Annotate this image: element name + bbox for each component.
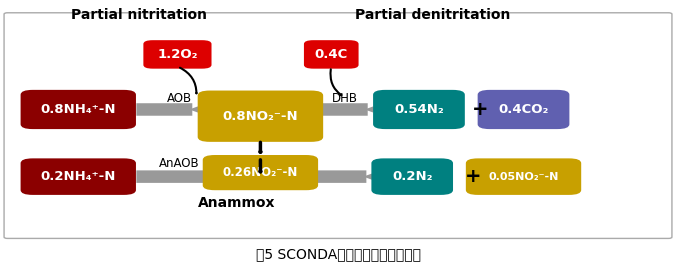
FancyBboxPatch shape <box>371 158 453 195</box>
FancyBboxPatch shape <box>197 90 323 142</box>
Text: 0.2N₂: 0.2N₂ <box>392 170 433 183</box>
Text: +: + <box>471 100 488 119</box>
Text: Partial nitritation: Partial nitritation <box>71 8 207 22</box>
Text: 1.2O₂: 1.2O₂ <box>158 48 197 61</box>
FancyBboxPatch shape <box>143 40 212 69</box>
Text: 0.4C: 0.4C <box>314 48 348 61</box>
Text: 0.26NO₂⁻-N: 0.26NO₂⁻-N <box>222 166 298 179</box>
Text: 图5 SCONDA脱氮除碳反应过程示意: 图5 SCONDA脱氮除碳反应过程示意 <box>256 248 420 262</box>
Text: +: + <box>464 167 481 186</box>
Text: DHB: DHB <box>332 92 358 105</box>
Text: Anammox: Anammox <box>198 197 276 211</box>
FancyBboxPatch shape <box>20 90 136 129</box>
Text: 0.4CO₂: 0.4CO₂ <box>498 103 549 116</box>
FancyBboxPatch shape <box>373 90 465 129</box>
Text: AnAOB: AnAOB <box>159 157 200 170</box>
FancyBboxPatch shape <box>203 155 318 190</box>
Text: 0.05NO₂⁻-N: 0.05NO₂⁻-N <box>488 172 558 182</box>
FancyBboxPatch shape <box>478 90 569 129</box>
Text: Partial denitritation: Partial denitritation <box>355 8 510 22</box>
Text: 0.2NH₄⁺-N: 0.2NH₄⁺-N <box>41 170 116 183</box>
Text: 0.54N₂: 0.54N₂ <box>394 103 444 116</box>
Text: AOB: AOB <box>167 92 192 105</box>
Text: 0.8NH₄⁺-N: 0.8NH₄⁺-N <box>41 103 116 116</box>
FancyBboxPatch shape <box>20 158 136 195</box>
Text: 0.8NO₂⁻-N: 0.8NO₂⁻-N <box>222 110 298 123</box>
FancyBboxPatch shape <box>466 158 581 195</box>
FancyBboxPatch shape <box>304 40 358 69</box>
